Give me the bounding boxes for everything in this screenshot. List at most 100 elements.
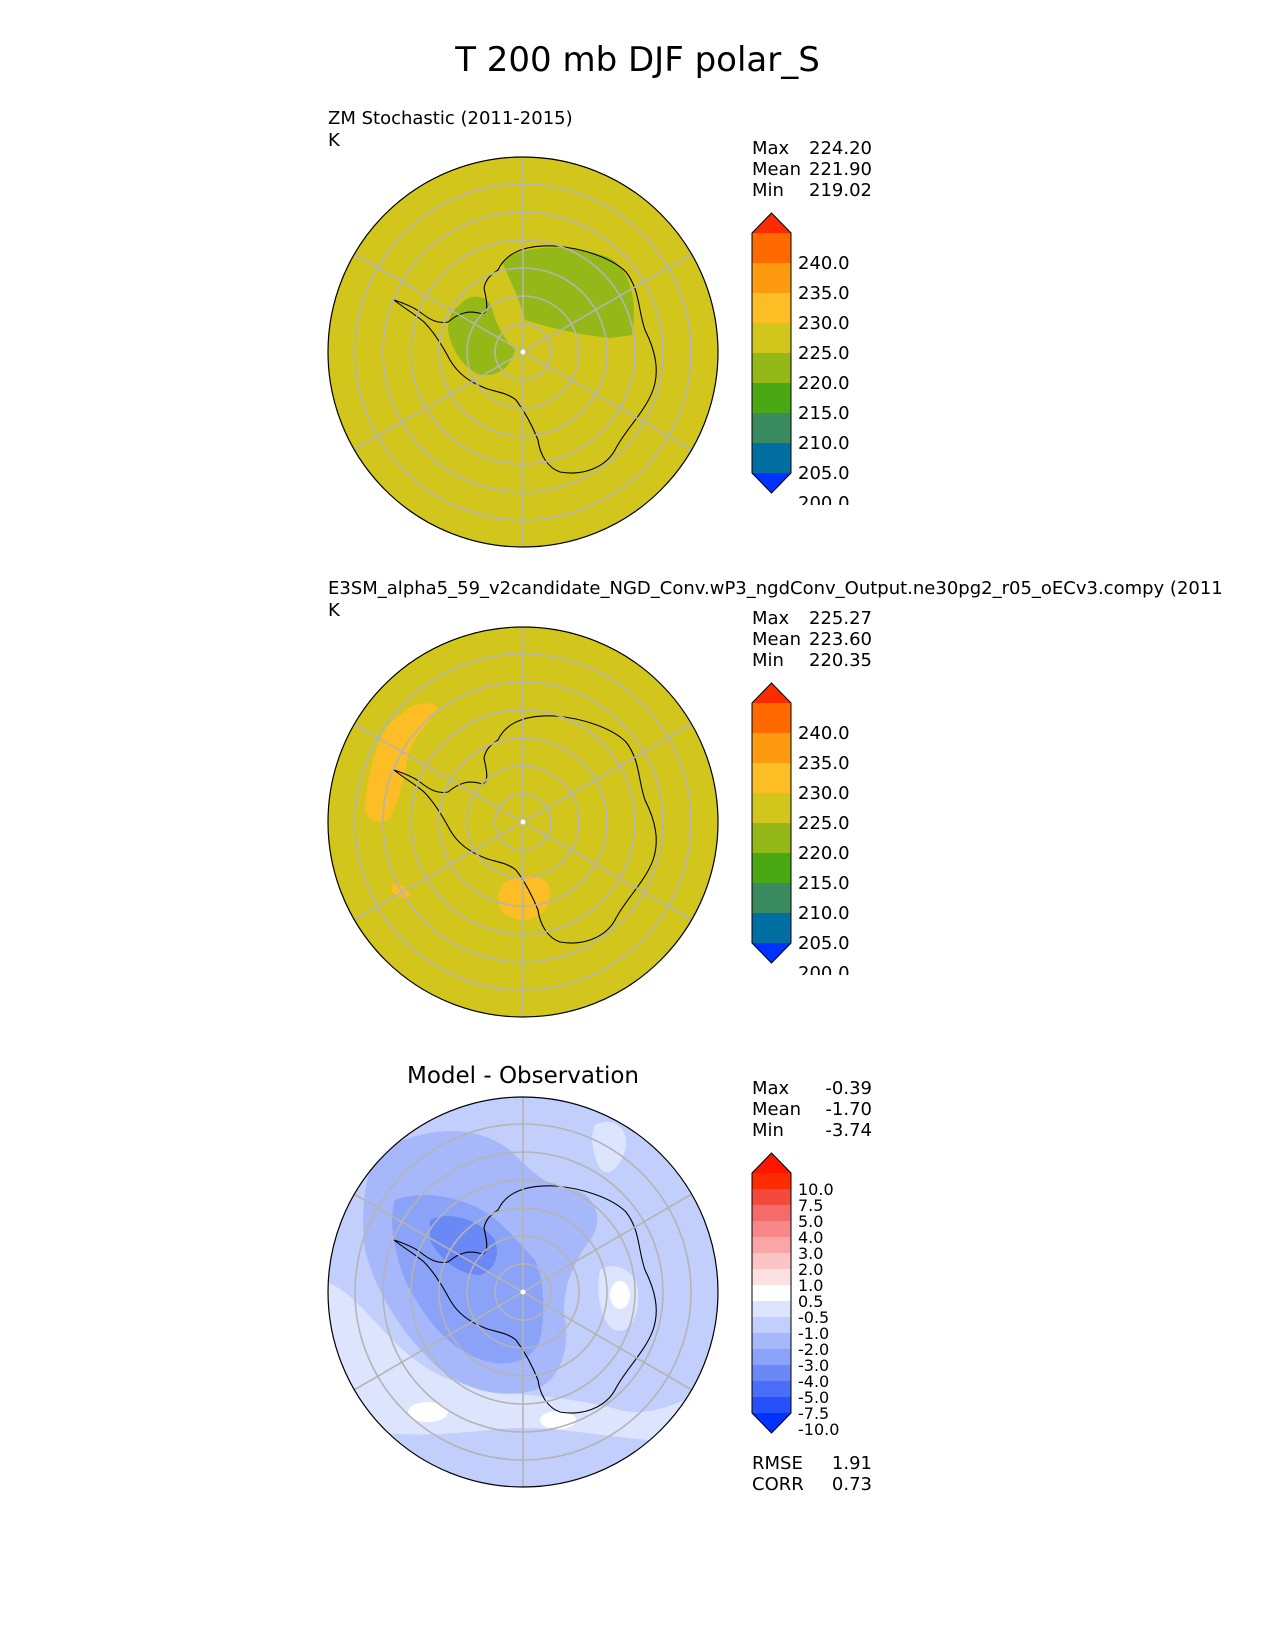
colorbar-block: [752, 413, 791, 444]
panel-3-max-value: -0.39: [825, 1078, 872, 1099]
panel-3-field-south-white: [408, 1402, 448, 1422]
panel-1-min-value: 219.02: [809, 180, 872, 201]
colorbar-block: [752, 913, 791, 944]
panel-3-max-label: Max: [752, 1078, 790, 1099]
colorbar-tick-label: 240.0: [798, 723, 850, 744]
panel-1-units: K: [328, 130, 340, 151]
panel-3-colorbar-labels: 10.07.55.04.03.02.01.00.5-0.5-1.0-2.0-3.…: [798, 1180, 839, 1439]
panel-1-mean-label: Mean: [752, 159, 802, 180]
colorbar-block: [752, 1189, 791, 1206]
panel-2-mean-value: 223.60: [809, 629, 872, 650]
panel-2-title: E3SM_alpha5_59_v2candidate_NGD_Conv.wP3_…: [328, 578, 1223, 599]
colorbar-block: [752, 443, 791, 474]
panel-2-max-label: Max: [752, 608, 790, 629]
colorbar-block: [752, 323, 791, 354]
colorbar-extend-min: [752, 943, 791, 963]
panel-1-field-east-antarctica: [502, 247, 634, 338]
colorbar-block: [752, 1365, 791, 1382]
colorbar-tick-label: -2.0: [798, 1340, 829, 1359]
colorbar-tick-label: -3.0: [798, 1356, 829, 1375]
colorbar-outline: [751, 212, 792, 494]
colorbar-tick-label: 240.0: [798, 253, 850, 274]
colorbar-tick-label: 205.0: [798, 933, 850, 954]
colorbar-tick-label: 205.0: [798, 463, 850, 484]
colorbar-block: [752, 1269, 791, 1286]
panel-2-min-value: 220.35: [809, 650, 872, 671]
colorbar-block: [752, 883, 791, 914]
colorbar-tick-label: 225.0: [798, 343, 850, 364]
panel-2-pole-marker: [520, 819, 526, 825]
colorbar-extend-max: [752, 1153, 791, 1173]
colorbar-block: [752, 1173, 791, 1190]
colorbar-block: [752, 1381, 791, 1398]
colorbar-tick-label: 2.0: [798, 1260, 823, 1279]
colorbar-block: [752, 1397, 791, 1414]
panel-1-title: ZM Stochastic (2011-2015): [328, 108, 573, 129]
colorbar-tick-label: 225.0: [798, 813, 850, 834]
colorbar-block: [752, 1205, 791, 1222]
panel-3-coastline: [393, 1185, 657, 1414]
colorbar-block: [752, 1253, 791, 1270]
colorbar-tick-label: 235.0: [798, 283, 850, 304]
panel-2-map-border: [327, 626, 719, 1018]
colorbar-block: [752, 763, 791, 794]
colorbar-tick-label: 230.0: [798, 313, 850, 334]
colorbar-block: [752, 233, 791, 264]
panel-1-coastline: [393, 245, 657, 474]
panel-3-min-label: Min: [752, 1120, 784, 1141]
panel-1-field-west-antarctica: [448, 296, 515, 375]
panel-2-map: [327, 626, 719, 1018]
panel-2-colorbar: 240.0 235.0 230.0 225.0 220.0 215.0 210.0 205.0…: [751, 682, 850, 975]
colorbar-block: [752, 1333, 791, 1350]
colorbar-tick-label: 0.5: [798, 1292, 823, 1311]
colorbar-block: [752, 733, 791, 764]
panel-1-map: [327, 156, 719, 548]
panel-2-max-value: 225.27: [809, 608, 872, 629]
panel-2-colorbar-blocks: [751, 682, 792, 964]
colorbar-tick-label: -10.0: [798, 1420, 839, 1439]
panel-2-mean-label: Mean: [752, 629, 802, 650]
colorbar-tick-label: 220.0: [798, 843, 850, 864]
colorbar-block: [752, 703, 791, 734]
panel-3-colorbar: 10.07.55.04.03.02.01.00.5-0.5-1.0-2.0-3.…: [751, 1152, 839, 1439]
panel-3-colorbar-blocks: [751, 1152, 792, 1434]
panel-2-min-label: Min: [752, 650, 784, 671]
panel-3-field-peninsula-cold: [430, 1216, 497, 1275]
panel-3-corr-label: CORR: [752, 1474, 804, 1495]
panel-1-mean-value: 221.90: [809, 159, 872, 180]
colorbar-block: [752, 1221, 791, 1238]
colorbar-block: [752, 1349, 791, 1366]
colorbar-block: [752, 1285, 791, 1302]
colorbar-tick-label: 200.0: [798, 493, 850, 505]
colorbar-block: [752, 293, 791, 324]
panel-3-field-south-white-2: [540, 1411, 576, 1429]
colorbar-extend-max: [752, 213, 791, 233]
colorbar-tick-label: 4.0: [798, 1228, 823, 1247]
panel-3-mean-label: Mean: [752, 1099, 802, 1120]
colorbar-tick-label: -0.5: [798, 1308, 829, 1327]
panel-2-coastline: [393, 715, 657, 944]
colorbar-tick-label: 210.0: [798, 433, 850, 454]
colorbar-tick-label: -7.5: [798, 1404, 829, 1423]
panel-3-title: Model - Observation: [406, 1063, 640, 1089]
colorbar-tick-label: 10.0: [798, 1180, 834, 1199]
colorbar-tick-label: 220.0: [798, 373, 850, 394]
colorbar-extend-min: [752, 473, 791, 493]
colorbar-tick-label: 200.0: [798, 963, 850, 975]
colorbar-block: [752, 793, 791, 824]
colorbar-tick-label: 235.0: [798, 753, 850, 774]
colorbar-tick-label: 7.5: [798, 1196, 823, 1215]
colorbar-tick-label: 5.0: [798, 1212, 823, 1231]
panel-3-pole-marker: [520, 1289, 526, 1295]
panel-1-min-label: Min: [752, 180, 784, 201]
panel-3-mean-value: -1.70: [825, 1099, 872, 1120]
panel-3-field-east-white: [610, 1281, 630, 1309]
panel-1-max-label: Max: [752, 138, 790, 159]
colorbar-tick-label: -5.0: [798, 1388, 829, 1407]
panel-3-rmse-value: 1.91: [831, 1453, 872, 1474]
panel-2-field-peninsula-warm: [365, 703, 438, 822]
panel-1-max-value: 224.20: [809, 138, 872, 159]
colorbar-outline: [751, 1152, 792, 1434]
panel-1-colorbar-labels: 240.0 235.0 230.0 225.0 220.0 215.0 210.0 205.0…: [798, 253, 850, 505]
colorbar-tick-label: 3.0: [798, 1244, 823, 1263]
